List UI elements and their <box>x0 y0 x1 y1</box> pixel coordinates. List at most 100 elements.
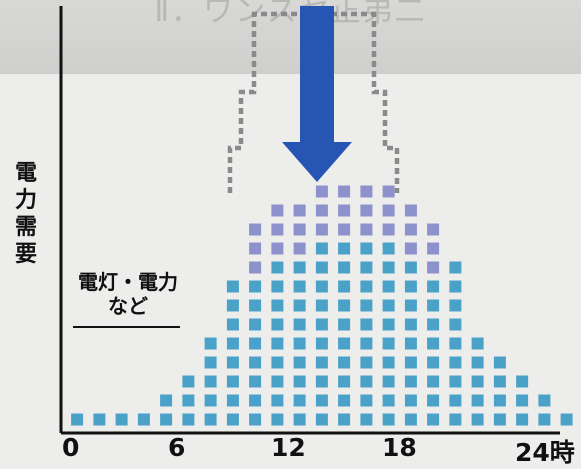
shifted-demand-square <box>249 242 262 255</box>
demand-square <box>182 413 195 426</box>
demand-square <box>204 375 217 388</box>
shifted-demand-square <box>360 223 373 236</box>
demand-square <box>338 242 351 255</box>
demand-square <box>226 413 239 426</box>
shifted-demand-square <box>382 204 395 217</box>
demand-square <box>271 337 284 350</box>
demand-square <box>315 394 328 407</box>
demand-square <box>249 280 262 293</box>
shifted-demand-square <box>427 261 440 274</box>
demand-square <box>382 299 395 312</box>
demand-square <box>271 356 284 369</box>
demand-square <box>315 242 328 255</box>
demand-square <box>249 318 262 331</box>
demand-square <box>382 318 395 331</box>
demand-square <box>360 413 373 426</box>
demand-square <box>182 375 195 388</box>
demand-square <box>315 261 328 274</box>
header-text: Ⅱ．ワンスヤ正弟二 <box>154 0 427 29</box>
note-line-2: など <box>108 294 148 318</box>
demand-square <box>493 413 506 426</box>
demand-square <box>382 337 395 350</box>
demand-square <box>160 413 173 426</box>
demand-square <box>271 299 284 312</box>
demand-square <box>360 318 373 331</box>
shifted-demand-square <box>427 242 440 255</box>
demand-square <box>293 413 306 426</box>
demand-square <box>427 375 440 388</box>
demand-square <box>449 280 462 293</box>
demand-square <box>449 375 462 388</box>
demand-square <box>427 280 440 293</box>
demand-square <box>271 394 284 407</box>
demand-square <box>382 242 395 255</box>
shifted-demand-square <box>271 223 284 236</box>
demand-square <box>449 299 462 312</box>
demand-square <box>404 318 417 331</box>
shifted-demand-square <box>293 223 306 236</box>
demand-square <box>315 356 328 369</box>
demand-square <box>249 413 262 426</box>
demand-square <box>404 261 417 274</box>
demand-square <box>249 356 262 369</box>
demand-square <box>382 375 395 388</box>
demand-square <box>226 337 239 350</box>
header-band: Ⅱ．ワンスヤ正弟二 <box>0 0 581 74</box>
demand-square <box>516 375 529 388</box>
demand-square <box>293 318 306 331</box>
demand-square <box>338 337 351 350</box>
demand-square <box>293 375 306 388</box>
demand-square <box>226 375 239 388</box>
demand-square <box>293 356 306 369</box>
x-tick-18: 18 <box>382 433 417 462</box>
shifted-demand-square <box>293 242 306 255</box>
demand-square <box>360 356 373 369</box>
shifted-demand-square <box>360 204 373 217</box>
peak-shift-arrow <box>282 6 352 182</box>
shifted-demand-square <box>360 185 373 198</box>
shifted-demand-square <box>249 223 262 236</box>
demand-square <box>249 299 262 312</box>
demand-square <box>382 261 395 274</box>
shifted-demand-square <box>338 185 351 198</box>
note-underline <box>73 326 180 328</box>
demand-square <box>449 261 462 274</box>
demand-square <box>293 394 306 407</box>
demand-square <box>226 318 239 331</box>
demand-square <box>360 375 373 388</box>
demand-square <box>338 280 351 293</box>
demand-square <box>338 394 351 407</box>
demand-square <box>360 242 373 255</box>
demand-square <box>315 318 328 331</box>
demand-square <box>427 318 440 331</box>
shifted-demand-square <box>427 223 440 236</box>
shifted-demand-square <box>315 223 328 236</box>
demand-square <box>449 337 462 350</box>
demand-square <box>271 318 284 331</box>
demand-square <box>338 318 351 331</box>
demand-square <box>427 337 440 350</box>
demand-square <box>404 299 417 312</box>
demand-square <box>271 375 284 388</box>
demand-square <box>360 299 373 312</box>
shifted-demand-square <box>404 204 417 217</box>
demand-squares <box>71 185 573 426</box>
demand-square <box>493 375 506 388</box>
shifted-demand-square <box>249 261 262 274</box>
demand-square <box>471 394 484 407</box>
demand-square <box>427 356 440 369</box>
demand-square <box>538 413 551 426</box>
shifted-demand-square <box>382 185 395 198</box>
shifted-demand-square <box>382 223 395 236</box>
demand-square <box>471 356 484 369</box>
shifted-demand-square <box>404 223 417 236</box>
demand-square <box>293 337 306 350</box>
demand-square <box>404 413 417 426</box>
demand-square <box>315 299 328 312</box>
shifted-demand-square <box>338 223 351 236</box>
demand-square <box>449 394 462 407</box>
demand-square <box>427 299 440 312</box>
demand-square <box>71 413 84 426</box>
demand-square <box>160 394 173 407</box>
